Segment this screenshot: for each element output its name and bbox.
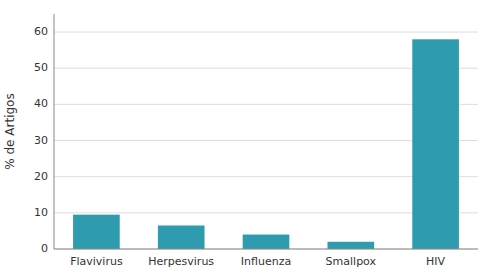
bar xyxy=(327,242,374,249)
bar xyxy=(158,226,205,250)
x-tick-label: Influenza xyxy=(241,255,291,268)
bar xyxy=(412,39,459,249)
y-tick-labels: 0 10 20 30 40 50 60 xyxy=(34,25,48,255)
chart: 0 10 20 30 40 50 60 Flavivirus Herpesvirus Influe… xyxy=(0,0,490,279)
x-tick-label: Flavivirus xyxy=(70,255,123,268)
bars xyxy=(73,39,459,249)
y-tick-label: 20 xyxy=(34,170,48,183)
y-tick-label: 30 xyxy=(34,134,48,147)
grid-line xyxy=(54,32,478,33)
chart-container: 0 10 20 30 40 50 60 Flavivirus Herpesvirus Influe… xyxy=(0,0,490,279)
y-tick-label: 60 xyxy=(34,25,48,38)
bar xyxy=(73,215,120,249)
y-tick-label: 10 xyxy=(34,206,48,219)
x-axis-line xyxy=(54,249,478,250)
x-tick-labels: Flavivirus Herpesvirus Influenza Smallpox HI… xyxy=(70,255,445,268)
x-tick-label: Herpesvirus xyxy=(148,255,214,268)
y-axis-line xyxy=(54,14,55,249)
bar xyxy=(243,235,290,249)
x-tick-label: Smallpox xyxy=(326,255,377,268)
y-grid xyxy=(54,32,478,249)
y-tick-label: 40 xyxy=(34,97,48,110)
y-tick-label: 50 xyxy=(34,61,48,74)
grid-line xyxy=(54,249,478,250)
y-axis-label: % de Artigos xyxy=(3,93,17,169)
y-tick-label: 0 xyxy=(41,242,48,255)
x-tick-label: HIV xyxy=(426,255,446,268)
